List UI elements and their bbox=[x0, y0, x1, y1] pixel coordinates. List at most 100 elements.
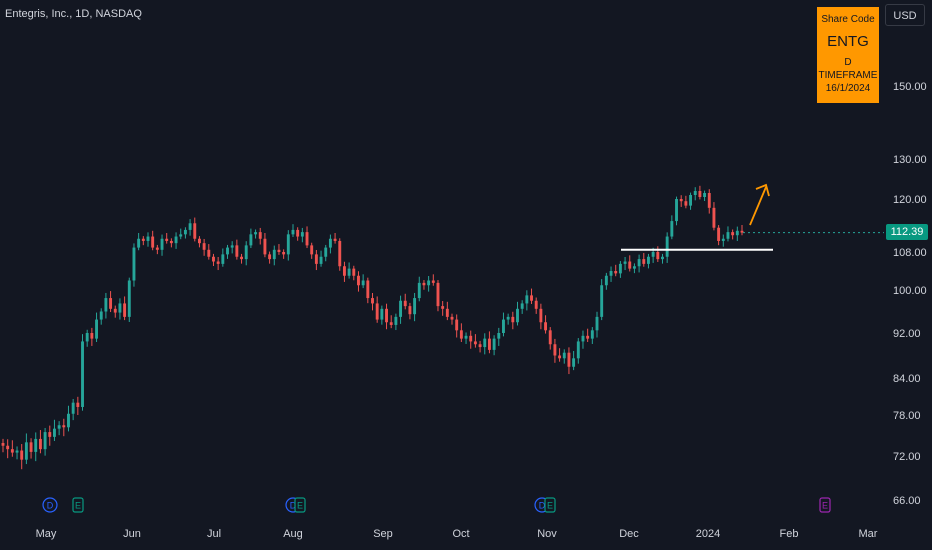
candle bbox=[389, 315, 393, 329]
candle bbox=[567, 347, 571, 375]
candle bbox=[300, 227, 304, 243]
candle bbox=[469, 330, 473, 349]
time-tick-label: Feb bbox=[780, 528, 799, 540]
candle bbox=[197, 236, 201, 248]
candle bbox=[600, 279, 604, 321]
currency-button[interactable]: USD bbox=[885, 4, 925, 26]
candle bbox=[240, 253, 243, 264]
candle bbox=[614, 264, 618, 277]
price-tick-label: 100.00 bbox=[893, 285, 927, 297]
candle bbox=[670, 215, 674, 240]
candle bbox=[689, 192, 693, 210]
price-axis[interactable]: 150.00 130.00 120.00 108.00 100.00 92.00 84.00… bbox=[893, 81, 927, 507]
price-tick-label: 84.00 bbox=[893, 373, 921, 385]
candle bbox=[277, 244, 281, 255]
candle bbox=[595, 311, 599, 338]
candle bbox=[740, 225, 744, 236]
candle bbox=[656, 246, 660, 262]
candle bbox=[141, 236, 145, 246]
candle bbox=[357, 271, 360, 292]
price-tick-label: 78.00 bbox=[893, 410, 921, 422]
share-code-label: Share Code bbox=[821, 14, 875, 25]
svg-text:E: E bbox=[822, 501, 828, 511]
time-tick-label: Dec bbox=[619, 528, 639, 540]
candle bbox=[516, 301, 519, 326]
time-tick-label: Jun bbox=[123, 528, 141, 540]
earnings-icon[interactable]: E bbox=[819, 497, 831, 513]
candle bbox=[647, 253, 650, 269]
candle bbox=[534, 297, 538, 314]
candle bbox=[254, 229, 258, 239]
last-price-tag: 112.39 bbox=[886, 224, 928, 240]
candle bbox=[10, 440, 14, 457]
candle bbox=[29, 438, 33, 459]
candle bbox=[249, 228, 253, 249]
earnings-icon[interactable]: E bbox=[72, 497, 84, 513]
candle bbox=[408, 302, 412, 320]
candle bbox=[272, 245, 276, 266]
candle bbox=[665, 232, 669, 263]
candle bbox=[137, 233, 141, 251]
candle bbox=[693, 187, 697, 201]
candle bbox=[76, 396, 80, 415]
share-code-value: ENTG bbox=[827, 33, 869, 50]
candle bbox=[291, 224, 295, 237]
candle bbox=[62, 418, 66, 437]
candle bbox=[20, 444, 24, 470]
candle bbox=[576, 338, 580, 364]
candle bbox=[478, 340, 482, 353]
earnings-icon[interactable]: E bbox=[294, 497, 306, 513]
candle bbox=[212, 253, 215, 267]
candle bbox=[174, 232, 178, 249]
candle bbox=[385, 303, 388, 330]
candle bbox=[95, 312, 98, 342]
candle bbox=[628, 255, 632, 272]
candle bbox=[530, 288, 533, 304]
candle bbox=[132, 243, 136, 287]
candle bbox=[258, 227, 262, 245]
candle bbox=[455, 314, 459, 338]
earnings-icon[interactable]: E bbox=[544, 497, 556, 513]
candle bbox=[403, 293, 407, 310]
candle bbox=[328, 234, 332, 254]
candle bbox=[221, 248, 225, 267]
candle bbox=[548, 327, 552, 350]
candle bbox=[305, 226, 309, 249]
price-tick-label: 130.00 bbox=[893, 154, 927, 166]
svg-text:E: E bbox=[547, 501, 553, 511]
svg-text:E: E bbox=[297, 501, 303, 511]
time-axis[interactable]: May Jun Jul Aug Sep Oct Nov Dec 2024 Feb Mar bbox=[36, 528, 878, 540]
time-tick-label: Nov bbox=[537, 528, 557, 540]
candle bbox=[473, 334, 477, 348]
candle bbox=[632, 263, 636, 274]
candle bbox=[146, 232, 150, 247]
candle bbox=[310, 242, 314, 259]
candle bbox=[338, 238, 342, 271]
time-tick-label: May bbox=[36, 528, 57, 540]
candle bbox=[352, 265, 356, 281]
candle bbox=[188, 219, 192, 236]
timeframe-label: D TIMEFRAME bbox=[818, 57, 878, 81]
candle bbox=[38, 430, 42, 454]
price-tick-label: 72.00 bbox=[893, 451, 921, 463]
candle bbox=[731, 229, 735, 240]
candle bbox=[90, 327, 94, 346]
time-tick-label: Oct bbox=[452, 528, 469, 540]
candle bbox=[282, 249, 286, 259]
candle bbox=[492, 335, 496, 356]
candle bbox=[202, 238, 206, 256]
candle bbox=[618, 261, 622, 278]
dividend-icon[interactable]: D bbox=[42, 497, 58, 513]
candle bbox=[525, 290, 529, 311]
candle bbox=[314, 250, 318, 271]
price-tick-label: 108.00 bbox=[893, 247, 927, 259]
candle bbox=[581, 330, 585, 349]
candle bbox=[123, 296, 127, 321]
candle bbox=[394, 313, 398, 331]
svg-text:D: D bbox=[539, 501, 546, 511]
candle bbox=[427, 275, 431, 292]
candle bbox=[347, 262, 351, 279]
candle bbox=[380, 305, 384, 325]
